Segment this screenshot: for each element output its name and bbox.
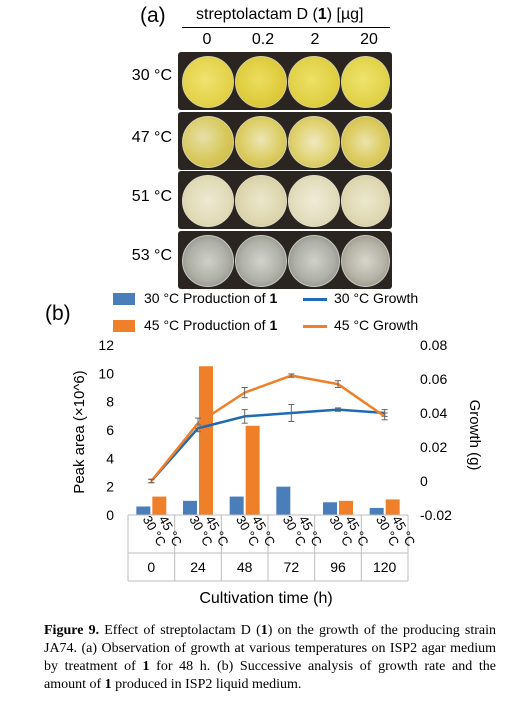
x-category-label: 0 [147,559,155,575]
y2-tick-label: 0.06 [420,371,447,387]
legend-label-45c-growth: 45 °C Growth [334,317,419,333]
bar [245,425,260,515]
figure-caption: Figure 9. Effect of streptolactam D (1) … [44,623,496,692]
temperature-label: 51 °C [131,188,172,205]
y-tick-label: 2 [106,479,114,495]
dose-label: 2 [310,31,320,48]
bar [369,507,384,515]
y-tick-label: 4 [106,450,114,466]
y-tick-label: 10 [98,365,114,381]
temperature-label: 53 °C [131,247,172,264]
x-category-label: 72 [284,559,300,575]
dose-label: 0 [202,31,212,48]
petri-dish [182,116,234,168]
petri-dish [288,116,340,168]
x-category-label: 24 [190,559,206,575]
plate-row-53c [178,231,392,289]
petri-dish [182,175,234,227]
legend-swatch-45c-production [113,320,135,332]
legend-swatch-30c-growth [303,298,327,301]
bar [339,500,353,515]
petri-dish [288,235,340,287]
petri-dish [235,175,287,227]
y-tick-label: 0 [106,507,114,523]
series-line [150,374,386,482]
plate-row-51c [178,171,392,229]
dose-label: 20 [360,31,378,48]
petri-dish [235,56,287,108]
petri-dish [341,175,390,227]
y-tick-label: 12 [98,337,114,353]
y2-tick-label: -0.02 [420,507,452,523]
petri-dish [288,175,340,227]
y-tick-label: 6 [106,422,114,438]
temperature-label: 30 °C [131,67,172,84]
plate-row-47c [178,112,392,170]
panel-b-label: (b) [45,302,71,325]
bar [152,496,167,515]
bar [323,502,337,515]
x-category-label: 96 [330,559,346,575]
legend-label-30c-growth: 30 °C Growth [334,290,419,306]
petri-dish [341,116,390,168]
legend-swatch-45c-growth [303,325,327,328]
petri-dish [341,56,390,108]
y2-tick-label: 0.08 [420,337,447,353]
bar [276,486,291,515]
temperature-label: 47 °C [131,129,172,146]
y2-axis-label: Growth (g) [466,400,483,471]
petri-dish [235,116,287,168]
petri-dish [182,56,234,108]
y-axis-label: Peak area (×10^6) [71,370,88,493]
petri-dish [341,235,390,287]
series-line [150,408,385,482]
plate-row-30c [178,52,392,110]
petri-dish [288,56,340,108]
y-tick-label: 8 [106,394,114,410]
bar [199,366,213,515]
bar [136,506,151,515]
petri-dish [235,235,287,287]
bar [229,496,244,515]
y2-tick-label: 0 [420,473,428,489]
bar [183,500,197,515]
legend-label-30c-production: 30 °C Production of 1 [144,290,278,306]
y2-tick-label: 0.04 [420,405,447,421]
panel-a-label: (a) [140,4,166,27]
x-category-label: 48 [237,559,253,575]
header-rule [182,27,390,28]
dose-label: 0.2 [251,31,275,48]
panel-a-header: streptolactam D (1) [µg] [196,6,364,23]
petri-dish [182,235,234,287]
x-axis-label: Cultivation time (h) [199,590,332,607]
legend-swatch-30c-production [113,293,135,305]
bar [385,499,400,515]
y2-tick-label: 0.02 [420,439,447,455]
x-category-label: 120 [373,559,397,575]
legend-label-45c-production: 45 °C Production of 1 [144,317,278,333]
